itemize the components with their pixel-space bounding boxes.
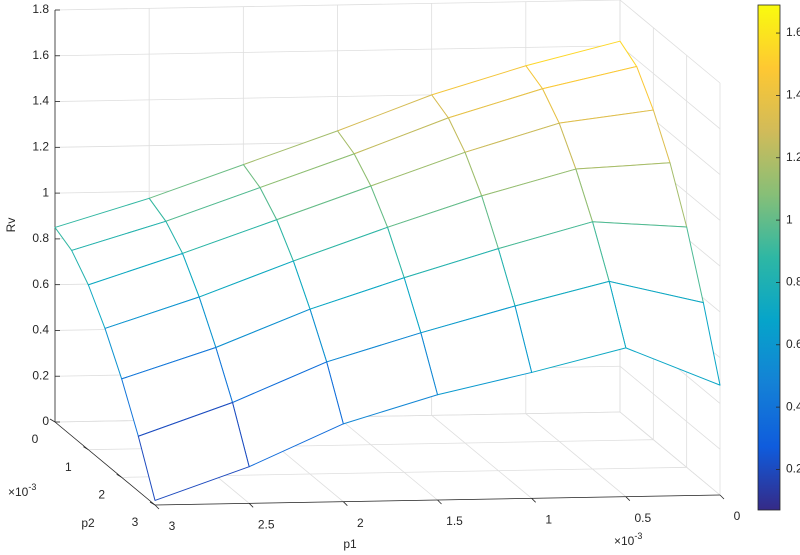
colorbar-tick-label: 1 [786,212,793,226]
grid-line [525,413,627,497]
z-tick-label: 0 [42,414,49,428]
z-axis-label: Rv [4,218,18,233]
x-axis-label: p1 [343,537,357,551]
colorbar [757,4,781,511]
axis-line [54,421,156,506]
x-tick-label: 1.5 [446,514,463,528]
z-tick-label: 1.6 [32,48,49,62]
colorbar-tick-label: 0.6 [786,337,800,351]
tick-mark [343,501,348,506]
colorbar-tick-label: 0.2 [786,462,800,476]
z-tick-label: 0.8 [32,231,49,245]
x-multiplier: ×10-3 [614,531,642,548]
z-tick-label: 0.6 [32,277,49,291]
colorbar-tick-label: 1.4 [786,88,800,102]
grid-line [619,0,721,84]
z-tick-label: 1.2 [32,140,49,154]
grid-line [619,365,721,450]
grid-line [619,411,721,496]
y-tick-label: 2 [98,488,105,502]
z-tick-label: 1 [42,185,49,199]
grid-line [54,0,621,11]
tick-mark [625,496,631,501]
colorbar-tick-label: 1.2 [786,150,800,164]
y-multiplier-power: -3 [28,482,36,492]
z-tick-label: 0.4 [32,323,49,337]
y-axis-label: p2 [81,516,95,530]
tick-mark [83,446,89,451]
mesh-cell [608,280,721,386]
tick-mark [719,494,725,500]
tick-mark [154,504,160,510]
x-multiplier-base: ×10 [614,534,635,548]
z-tick-label: 0.2 [32,368,49,382]
y-multiplier-base: ×10 [8,485,29,499]
grid-line [337,416,438,501]
tick-mark [149,501,156,506]
colorbar-tick-label: 0.4 [786,399,800,413]
tick-mark [49,418,56,423]
y-tick-label: 0 [32,432,39,446]
y-multiplier: ×10-3 [8,482,36,499]
x-tick-label: 2 [357,516,364,530]
grid-line [54,45,621,57]
colorbar-tick-label: 1.6 [786,25,800,39]
grid-line [431,415,532,499]
tick-mark [116,473,122,478]
x-tick-label: 1 [545,513,552,527]
x-tick-label: 0 [734,509,741,523]
mesh-cell [137,402,250,501]
y-tick-label: 3 [132,515,139,529]
tick-mark [248,503,254,508]
z-tick-label: 1.8 [32,2,49,16]
x-tick-label: 0.5 [634,511,651,525]
grid-line [619,45,721,130]
tick-mark [531,498,536,503]
x-tick-label: 3 [169,519,176,533]
y-tick-label: 1 [65,460,72,474]
colorbar-tick-label: 0.8 [786,275,800,289]
x-multiplier-power: -3 [634,531,642,541]
z-tick-label: 1.4 [32,94,49,108]
tick-mark [437,499,442,505]
x-tick-label: 2.5 [258,518,275,532]
mesh-cell [575,162,688,228]
